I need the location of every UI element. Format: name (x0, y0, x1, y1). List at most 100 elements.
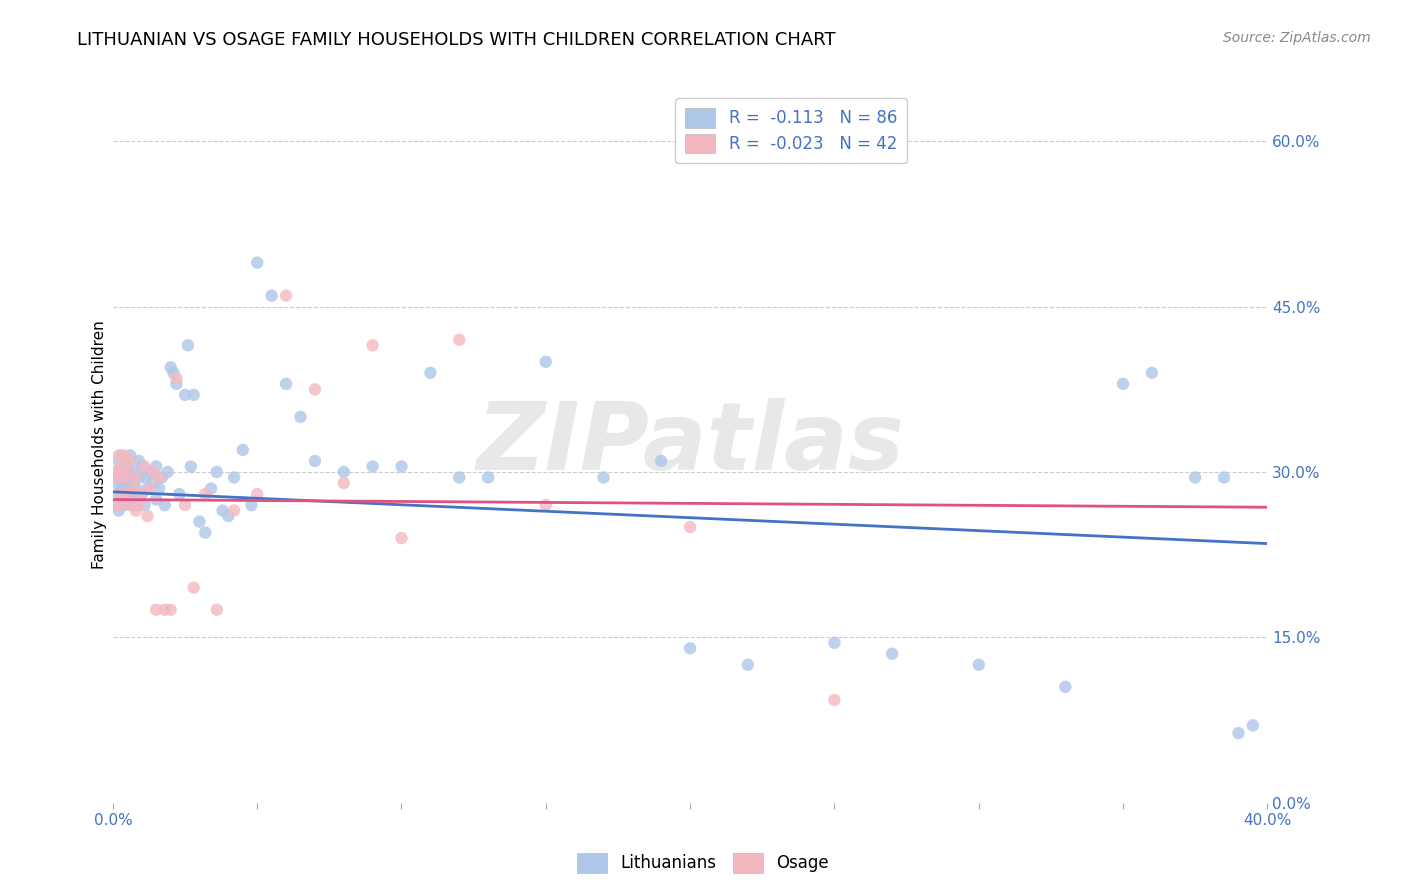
Point (200, 482, 222, 496)
Point (112, 454, 135, 468)
Point (1054, 680, 1077, 694)
Point (122, 475, 145, 490)
Legend: Lithuanians, Osage: Lithuanians, Osage (571, 847, 835, 880)
Point (125, 470, 148, 484)
Point (107, 487, 129, 501)
Point (823, 636, 845, 650)
Point (211, 503, 233, 517)
Point (169, 487, 191, 501)
Point (145, 492, 167, 507)
Point (679, 641, 702, 656)
Point (112, 470, 135, 484)
Point (125, 482, 148, 496)
Point (737, 657, 759, 672)
Point (128, 498, 150, 512)
Point (967, 657, 990, 672)
Point (188, 515, 211, 529)
Point (120, 470, 142, 484)
Point (194, 525, 217, 540)
Point (128, 470, 150, 484)
Point (174, 498, 197, 512)
Point (107, 470, 129, 484)
Point (122, 482, 145, 496)
Point (174, 388, 197, 402)
Point (333, 475, 356, 490)
Point (153, 603, 176, 617)
Point (246, 255, 269, 269)
Point (290, 409, 312, 424)
Point (120, 498, 142, 512)
Legend: R =  -0.113   N = 86, R =  -0.023   N = 42: R = -0.113 N = 86, R = -0.023 N = 42 (675, 98, 907, 163)
Point (205, 603, 228, 617)
Point (112, 475, 135, 490)
Point (224, 503, 246, 517)
Point (145, 603, 167, 617)
Point (194, 487, 217, 501)
Point (304, 382, 326, 396)
Point (117, 459, 139, 474)
Point (156, 465, 179, 479)
Point (162, 366, 184, 380)
Point (183, 388, 205, 402)
Point (419, 366, 441, 380)
Point (1140, 366, 1163, 380)
Point (165, 376, 187, 391)
Point (180, 459, 202, 474)
Point (159, 603, 181, 617)
Point (134, 459, 156, 474)
Point (104, 498, 127, 512)
Point (110, 482, 132, 496)
Point (107, 503, 129, 517)
Point (650, 454, 672, 468)
Y-axis label: Family Households with Children: Family Households with Children (93, 320, 107, 569)
Point (120, 449, 142, 463)
Point (122, 465, 145, 479)
Point (246, 487, 269, 501)
Point (128, 454, 150, 468)
Point (333, 465, 356, 479)
Point (107, 470, 129, 484)
Point (361, 338, 384, 352)
Point (1184, 470, 1206, 484)
Point (117, 492, 139, 507)
Point (153, 498, 176, 512)
Point (165, 371, 187, 385)
Point (882, 647, 904, 661)
Point (134, 470, 156, 484)
Point (205, 465, 228, 479)
Text: ZIPatlas: ZIPatlas (477, 399, 904, 491)
Point (131, 487, 153, 501)
Point (260, 289, 283, 303)
Point (139, 482, 162, 496)
Point (117, 465, 139, 479)
Point (122, 498, 145, 512)
Point (274, 376, 297, 391)
Point (112, 487, 135, 501)
Point (177, 338, 200, 352)
Point (110, 449, 132, 463)
Point (107, 449, 129, 463)
Point (361, 459, 384, 474)
Point (104, 475, 127, 490)
Point (104, 465, 127, 479)
Point (112, 498, 135, 512)
Point (110, 459, 132, 474)
Point (232, 442, 254, 457)
Point (112, 449, 135, 463)
Point (150, 470, 173, 484)
Point (120, 487, 142, 501)
Point (136, 509, 159, 524)
Point (125, 503, 148, 517)
Point (117, 475, 139, 490)
Point (159, 360, 181, 375)
Point (110, 498, 132, 512)
Point (217, 509, 239, 524)
Point (104, 498, 127, 512)
Point (125, 492, 148, 507)
Point (148, 470, 170, 484)
Point (142, 465, 165, 479)
Point (391, 459, 413, 474)
Point (148, 482, 170, 496)
Point (1213, 470, 1236, 484)
Point (274, 289, 297, 303)
